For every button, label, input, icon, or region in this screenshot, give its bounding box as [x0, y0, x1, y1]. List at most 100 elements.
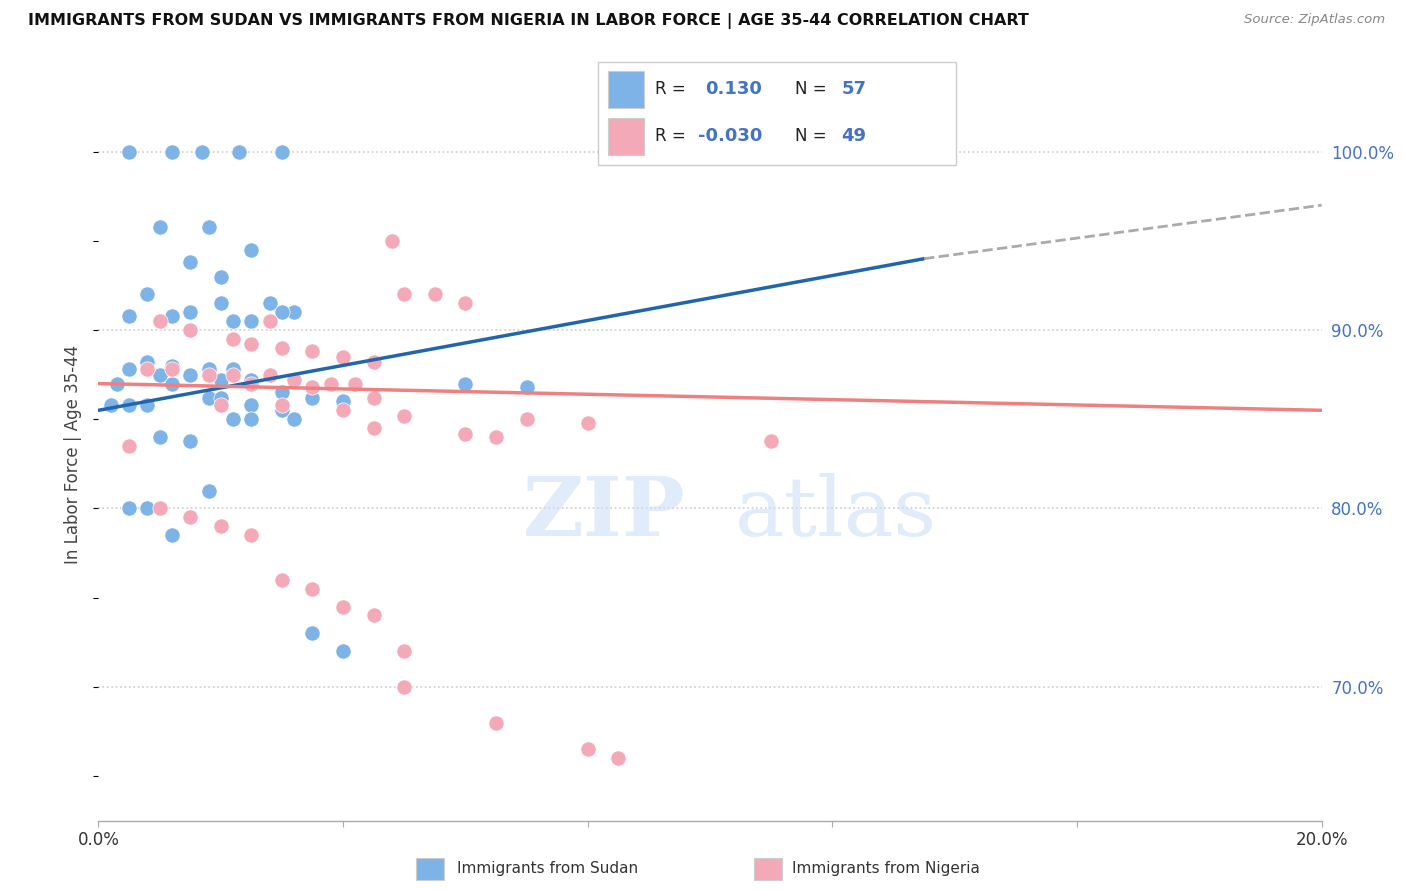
Point — [136, 287, 159, 301]
Point — [118, 362, 141, 376]
Text: 57: 57 — [841, 80, 866, 98]
Point — [576, 416, 599, 430]
Point — [283, 412, 305, 426]
Point — [179, 368, 201, 382]
Point — [381, 234, 404, 248]
Point — [209, 296, 232, 310]
Point — [118, 398, 141, 412]
Point — [197, 362, 219, 376]
Point — [197, 483, 219, 498]
Point — [363, 608, 385, 623]
Point — [149, 368, 172, 382]
FancyBboxPatch shape — [754, 857, 782, 880]
Point — [179, 305, 201, 319]
Point — [100, 398, 122, 412]
Point — [332, 599, 354, 614]
Point — [179, 434, 201, 448]
Text: 0.130: 0.130 — [704, 80, 762, 98]
Point — [270, 385, 292, 400]
Text: 49: 49 — [841, 128, 866, 145]
Point — [197, 391, 219, 405]
Text: R =: R = — [655, 128, 690, 145]
Y-axis label: In Labor Force | Age 35-44: In Labor Force | Age 35-44 — [65, 345, 83, 565]
Point — [149, 314, 172, 328]
Point — [240, 412, 263, 426]
Point — [301, 380, 323, 394]
Point — [270, 398, 292, 412]
Point — [283, 305, 305, 319]
Text: Source: ZipAtlas.com: Source: ZipAtlas.com — [1244, 13, 1385, 27]
Point — [209, 398, 232, 412]
Point — [576, 742, 599, 756]
Point — [197, 368, 219, 382]
Point — [319, 376, 342, 391]
Point — [516, 380, 538, 394]
Point — [149, 314, 172, 328]
Point — [392, 680, 416, 694]
Point — [149, 219, 172, 234]
Point — [363, 391, 385, 405]
Point — [363, 355, 385, 369]
Point — [259, 314, 281, 328]
Point — [240, 243, 263, 257]
Point — [759, 434, 782, 448]
Point — [149, 430, 172, 444]
Point — [160, 145, 183, 159]
Point — [136, 355, 159, 369]
Point — [179, 255, 201, 269]
Point — [160, 376, 183, 391]
Point — [222, 362, 245, 376]
Point — [301, 626, 323, 640]
Point — [228, 145, 250, 159]
Point — [149, 501, 172, 516]
Point — [118, 501, 141, 516]
Point — [179, 510, 201, 524]
Point — [485, 430, 508, 444]
Text: ZIP: ZIP — [523, 474, 686, 553]
Point — [363, 421, 385, 435]
FancyBboxPatch shape — [609, 118, 644, 155]
Point — [240, 528, 263, 542]
Point — [332, 403, 354, 417]
Point — [136, 501, 159, 516]
Point — [270, 341, 292, 355]
Point — [118, 145, 141, 159]
Point — [240, 314, 263, 328]
Point — [270, 145, 292, 159]
Text: N =: N = — [794, 80, 831, 98]
Point — [222, 412, 245, 426]
Point — [259, 296, 281, 310]
Text: N =: N = — [794, 128, 831, 145]
Point — [222, 332, 245, 346]
Point — [423, 287, 446, 301]
FancyBboxPatch shape — [609, 70, 644, 108]
Point — [454, 296, 477, 310]
Point — [160, 309, 183, 323]
Text: Immigrants from Sudan: Immigrants from Sudan — [457, 862, 638, 876]
Point — [259, 368, 281, 382]
Point — [454, 426, 477, 441]
Point — [454, 376, 477, 391]
Point — [136, 362, 159, 376]
Point — [209, 269, 232, 284]
Point — [270, 573, 292, 587]
Point — [392, 287, 416, 301]
Text: IMMIGRANTS FROM SUDAN VS IMMIGRANTS FROM NIGERIA IN LABOR FORCE | AGE 35-44 CORR: IMMIGRANTS FROM SUDAN VS IMMIGRANTS FROM… — [28, 13, 1029, 29]
Point — [136, 398, 159, 412]
Point — [344, 376, 367, 391]
Point — [191, 145, 214, 159]
Point — [392, 409, 416, 423]
Point — [179, 323, 201, 337]
Point — [105, 376, 128, 391]
Point — [209, 391, 232, 405]
Point — [160, 362, 183, 376]
Point — [270, 403, 292, 417]
Point — [240, 373, 263, 387]
Text: R =: R = — [655, 80, 690, 98]
Point — [118, 439, 141, 453]
FancyBboxPatch shape — [416, 857, 444, 880]
Text: Immigrants from Nigeria: Immigrants from Nigeria — [792, 862, 980, 876]
Point — [485, 715, 508, 730]
Point — [240, 376, 263, 391]
Point — [301, 391, 323, 405]
